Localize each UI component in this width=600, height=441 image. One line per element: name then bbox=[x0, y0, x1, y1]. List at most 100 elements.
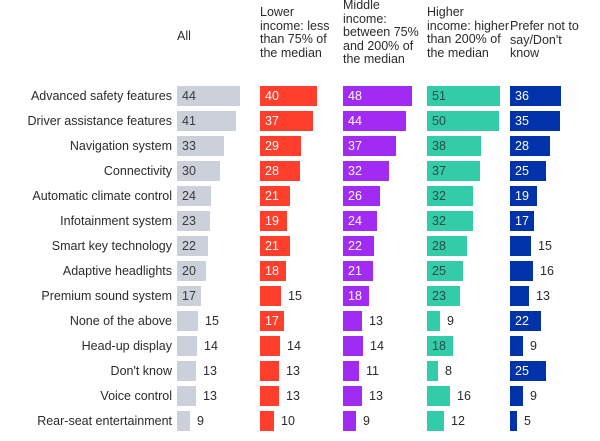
bar bbox=[427, 311, 440, 331]
data-label: 18 bbox=[348, 289, 362, 303]
category-label: Driver assistance features bbox=[27, 114, 172, 128]
bar bbox=[510, 111, 560, 131]
bar bbox=[427, 336, 453, 356]
data-label: 11 bbox=[366, 364, 379, 378]
bar bbox=[427, 411, 444, 431]
data-label: 14 bbox=[287, 339, 301, 353]
data-label: 21 bbox=[265, 189, 279, 203]
data-label: 44 bbox=[182, 89, 196, 103]
bar bbox=[177, 236, 208, 256]
data-label: 32 bbox=[432, 214, 446, 228]
data-label: 13 bbox=[286, 364, 300, 378]
data-label: 9 bbox=[530, 339, 537, 353]
bar bbox=[343, 136, 396, 156]
category-label: Rear-seat entertainment bbox=[37, 414, 172, 428]
bar bbox=[510, 311, 541, 331]
bar bbox=[510, 261, 533, 281]
data-label: 32 bbox=[348, 164, 362, 178]
data-label: 14 bbox=[370, 339, 384, 353]
data-label: 9 bbox=[447, 314, 454, 328]
bar bbox=[343, 286, 369, 306]
data-label: 24 bbox=[348, 214, 362, 228]
data-label: 25 bbox=[515, 364, 529, 378]
data-label: 15 bbox=[288, 289, 302, 303]
bar bbox=[177, 211, 210, 231]
data-label: 23 bbox=[432, 289, 446, 303]
bar bbox=[510, 186, 537, 206]
bar bbox=[343, 386, 362, 406]
bar bbox=[427, 286, 460, 306]
bar bbox=[260, 186, 290, 206]
data-label: 13 bbox=[369, 314, 383, 328]
bar bbox=[177, 111, 236, 131]
category-label: Connectivity bbox=[103, 164, 172, 178]
data-label: 19 bbox=[265, 214, 279, 228]
bar bbox=[260, 86, 317, 106]
category-label: Infotainment system bbox=[60, 214, 172, 228]
bar bbox=[510, 211, 534, 231]
data-label: 15 bbox=[205, 314, 219, 328]
category-label: Advanced safety features bbox=[30, 89, 172, 103]
bar bbox=[510, 286, 529, 306]
column-header: Middle income: between 75% and 200% of t… bbox=[343, 0, 419, 66]
category-label: Premium sound system bbox=[41, 289, 172, 303]
bar bbox=[510, 136, 550, 156]
data-label: 12 bbox=[451, 414, 465, 428]
bar bbox=[177, 336, 197, 356]
data-label: 19 bbox=[515, 189, 529, 203]
bar bbox=[427, 211, 473, 231]
data-label: 36 bbox=[515, 89, 529, 103]
bar bbox=[177, 136, 224, 156]
data-label: 48 bbox=[348, 89, 362, 103]
bar bbox=[427, 136, 481, 156]
data-label: 17 bbox=[182, 289, 196, 303]
bar bbox=[177, 411, 190, 431]
bar bbox=[177, 386, 196, 406]
bar bbox=[260, 161, 300, 181]
data-label: 44 bbox=[348, 114, 362, 128]
data-label: 51 bbox=[432, 89, 446, 103]
data-label: 37 bbox=[348, 139, 362, 153]
category-label: Automatic climate control bbox=[32, 189, 172, 203]
bar bbox=[260, 311, 284, 331]
data-label: 28 bbox=[265, 164, 279, 178]
bar bbox=[343, 311, 362, 331]
bar bbox=[427, 186, 473, 206]
data-label: 28 bbox=[432, 239, 446, 253]
bar bbox=[343, 86, 412, 106]
data-label: 37 bbox=[432, 164, 446, 178]
data-label: 21 bbox=[265, 239, 279, 253]
bar bbox=[343, 111, 406, 131]
data-label: 16 bbox=[457, 389, 471, 403]
data-label: 20 bbox=[182, 264, 196, 278]
data-label: 18 bbox=[432, 339, 446, 353]
column-header: Higher income: higher than 200% of the m… bbox=[427, 5, 509, 60]
bar bbox=[260, 211, 287, 231]
data-label: 5 bbox=[524, 414, 531, 428]
bar bbox=[260, 361, 279, 381]
bar bbox=[177, 311, 198, 331]
data-label: 18 bbox=[265, 264, 279, 278]
bar bbox=[177, 86, 240, 106]
bar bbox=[260, 286, 281, 306]
category-label: Voice control bbox=[100, 389, 172, 403]
bar bbox=[510, 336, 523, 356]
data-label: 17 bbox=[265, 314, 279, 328]
bar bbox=[427, 86, 500, 106]
column-header: All bbox=[177, 29, 191, 43]
category-label: Head-up display bbox=[81, 339, 172, 353]
data-label: 22 bbox=[515, 314, 529, 328]
category-label: Navigation system bbox=[69, 139, 172, 153]
bar bbox=[510, 236, 531, 256]
data-label: 30 bbox=[182, 164, 196, 178]
data-label: 29 bbox=[265, 139, 279, 153]
data-label: 35 bbox=[515, 114, 529, 128]
category-label: Don't know bbox=[110, 364, 172, 378]
bar bbox=[343, 211, 377, 231]
category-label: None of the above bbox=[69, 314, 172, 328]
bar bbox=[510, 86, 561, 106]
bar bbox=[177, 261, 206, 281]
bar bbox=[427, 386, 450, 406]
data-label: 13 bbox=[369, 389, 383, 403]
category-label: Adaptive headlights bbox=[62, 264, 172, 278]
